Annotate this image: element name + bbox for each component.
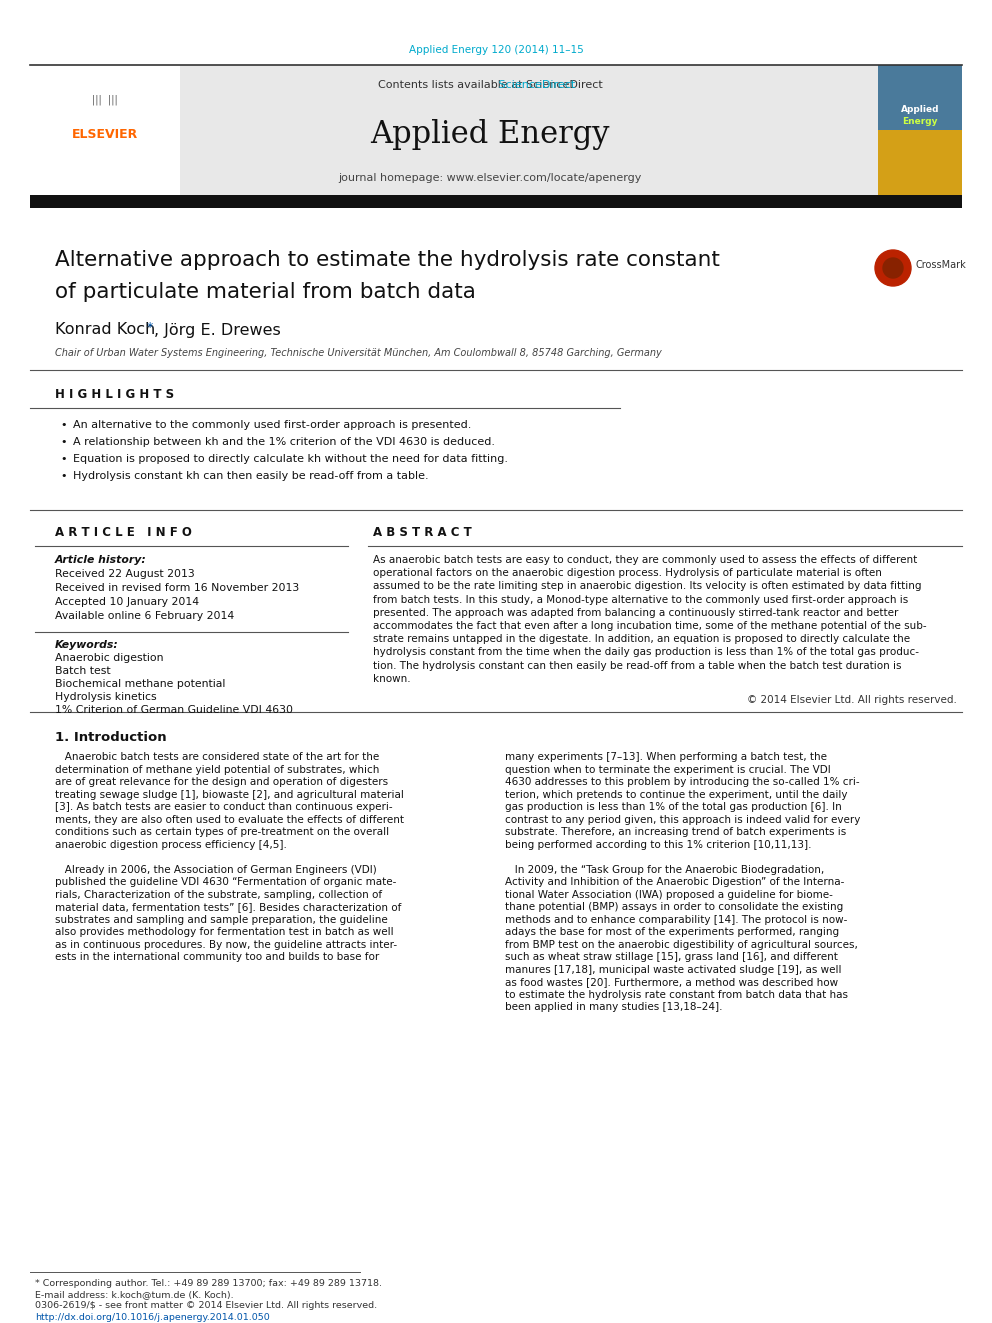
Text: presented. The approach was adapted from balancing a continuously stirred-tank r: presented. The approach was adapted from…: [373, 607, 899, 618]
Text: 1. Introduction: 1. Introduction: [55, 730, 167, 744]
Text: E-mail address: k.koch@tum.de (K. Koch).: E-mail address: k.koch@tum.de (K. Koch).: [35, 1290, 234, 1299]
Text: Anaerobic digestion: Anaerobic digestion: [55, 654, 164, 663]
Text: Energy: Energy: [903, 118, 937, 127]
Text: operational factors on the anaerobic digestion process. Hydrolysis of particulat: operational factors on the anaerobic dig…: [373, 568, 882, 578]
Bar: [30, 65, 962, 194]
Bar: [30, 65, 180, 194]
Text: Hydrolysis kinetics: Hydrolysis kinetics: [55, 692, 157, 703]
Text: Anaerobic batch tests are considered state of the art for the: Anaerobic batch tests are considered sta…: [55, 751, 379, 762]
Text: [3]. As batch tests are easier to conduct than continuous experi-: [3]. As batch tests are easier to conduc…: [55, 802, 393, 812]
Text: substrates and sampling and sample preparation, the guideline: substrates and sampling and sample prepa…: [55, 914, 388, 925]
Bar: [878, 130, 962, 194]
Text: been applied in many studies [13,18–24].: been applied in many studies [13,18–24].: [505, 1002, 722, 1012]
Text: Batch test: Batch test: [55, 665, 111, 676]
Text: Equation is proposed to directly calculate kh without the need for data fitting.: Equation is proposed to directly calcula…: [73, 454, 508, 464]
Text: ScienceDirect: ScienceDirect: [411, 79, 575, 90]
Text: rials, Characterization of the substrate, sampling, collection of: rials, Characterization of the substrate…: [55, 889, 382, 900]
Text: Alternative approach to estimate the hydrolysis rate constant: Alternative approach to estimate the hyd…: [55, 250, 720, 270]
Text: being performed according to this 1% criterion [10,11,13].: being performed according to this 1% cri…: [505, 840, 811, 849]
Text: journal homepage: www.elsevier.com/locate/apenergy: journal homepage: www.elsevier.com/locat…: [338, 173, 642, 183]
Text: •: •: [60, 419, 66, 430]
Text: As anaerobic batch tests are easy to conduct, they are commonly used to assess t: As anaerobic batch tests are easy to con…: [373, 556, 918, 565]
Bar: [878, 65, 962, 130]
Text: Keywords:: Keywords:: [55, 640, 119, 650]
Text: terion, which pretends to continue the experiment, until the daily: terion, which pretends to continue the e…: [505, 790, 847, 799]
Text: as in continuous procedures. By now, the guideline attracts inter-: as in continuous procedures. By now, the…: [55, 939, 397, 950]
Text: 4630 addresses to this problem by introducing the so-called 1% cri-: 4630 addresses to this problem by introd…: [505, 777, 860, 787]
Text: ests in the international community too and builds to base for: ests in the international community too …: [55, 953, 379, 962]
Text: H I G H L I G H T S: H I G H L I G H T S: [55, 389, 175, 401]
Circle shape: [883, 258, 903, 278]
Text: as food wastes [20]. Furthermore, a method was described how: as food wastes [20]. Furthermore, a meth…: [505, 976, 838, 987]
Circle shape: [875, 250, 911, 286]
Text: Hydrolysis constant kh can then easily be read-off from a table.: Hydrolysis constant kh can then easily b…: [73, 471, 429, 482]
Text: Applied Energy: Applied Energy: [370, 119, 610, 151]
Text: of particulate material from batch data: of particulate material from batch data: [55, 282, 476, 302]
Text: A relationship between kh and the 1% criterion of the VDI 4630 is deduced.: A relationship between kh and the 1% cri…: [73, 437, 495, 447]
Text: 1% Criterion of German Guideline VDI 4630: 1% Criterion of German Guideline VDI 463…: [55, 705, 293, 714]
Text: contrast to any period given, this approach is indeed valid for every: contrast to any period given, this appro…: [505, 815, 860, 824]
Text: Accepted 10 January 2014: Accepted 10 January 2014: [55, 597, 199, 607]
Text: * Corresponding author. Tel.: +49 89 289 13700; fax: +49 89 289 13718.: * Corresponding author. Tel.: +49 89 289…: [35, 1279, 382, 1289]
Text: Applied Energy 120 (2014) 11–15: Applied Energy 120 (2014) 11–15: [409, 45, 583, 56]
Text: determination of methane yield potential of substrates, which: determination of methane yield potential…: [55, 765, 379, 774]
Text: from BMP test on the anaerobic digestibility of agricultural sources,: from BMP test on the anaerobic digestibi…: [505, 939, 858, 950]
Text: conditions such as certain types of pre-treatment on the overall: conditions such as certain types of pre-…: [55, 827, 389, 837]
Text: Received 22 August 2013: Received 22 August 2013: [55, 569, 194, 579]
Text: strate remains untapped in the digestate. In addition, an equation is proposed t: strate remains untapped in the digestate…: [373, 634, 910, 644]
Text: ments, they are also often used to evaluate the effects of different: ments, they are also often used to evalu…: [55, 815, 404, 824]
Text: A R T I C L E   I N F O: A R T I C L E I N F O: [55, 527, 191, 540]
Text: Available online 6 February 2014: Available online 6 February 2014: [55, 611, 234, 620]
Text: hydrolysis constant from the time when the daily gas production is less than 1% : hydrolysis constant from the time when t…: [373, 647, 919, 658]
Text: methods and to enhance comparability [14]. The protocol is now-: methods and to enhance comparability [14…: [505, 914, 847, 925]
Text: © 2014 Elsevier Ltd. All rights reserved.: © 2014 Elsevier Ltd. All rights reserved…: [747, 695, 957, 705]
Text: Konrad Koch: Konrad Koch: [55, 323, 161, 337]
Text: gas production is less than 1% of the total gas production [6]. In: gas production is less than 1% of the to…: [505, 802, 842, 812]
Text: such as wheat straw stillage [15], grass land [16], and different: such as wheat straw stillage [15], grass…: [505, 953, 838, 962]
Text: Received in revised form 16 November 2013: Received in revised form 16 November 201…: [55, 583, 300, 593]
Text: assumed to be the rate limiting step in anaerobic digestion. Its velocity is oft: assumed to be the rate limiting step in …: [373, 581, 922, 591]
Text: known.: known.: [373, 673, 411, 684]
Text: Activity and Inhibition of the Anaerobic Digestion” of the Interna-: Activity and Inhibition of the Anaerobic…: [505, 877, 844, 886]
Text: •: •: [60, 471, 66, 482]
Text: Biochemical methane potential: Biochemical methane potential: [55, 679, 225, 689]
Text: accommodates the fact that even after a long incubation time, some of the methan: accommodates the fact that even after a …: [373, 620, 927, 631]
Text: Article history:: Article history:: [55, 556, 147, 565]
Text: tion. The hydrolysis constant can then easily be read-off from a table when the : tion. The hydrolysis constant can then e…: [373, 660, 902, 671]
Text: Applied: Applied: [901, 106, 939, 115]
Bar: [878, 65, 962, 194]
Text: tional Water Association (IWA) proposed a guideline for biome-: tional Water Association (IWA) proposed …: [505, 889, 833, 900]
Text: thane potential (BMP) assays in order to consolidate the existing: thane potential (BMP) assays in order to…: [505, 902, 843, 912]
Text: http://dx.doi.org/10.1016/j.apenergy.2014.01.050: http://dx.doi.org/10.1016/j.apenergy.201…: [35, 1312, 270, 1322]
Text: anaerobic digestion process efficiency [4,5].: anaerobic digestion process efficiency […: [55, 840, 287, 849]
Text: A B S T R A C T: A B S T R A C T: [373, 527, 472, 540]
Text: from batch tests. In this study, a Monod-type alternative to the commonly used f: from batch tests. In this study, a Monod…: [373, 594, 909, 605]
Text: 0306-2619/$ - see front matter © 2014 Elsevier Ltd. All rights reserved.: 0306-2619/$ - see front matter © 2014 El…: [35, 1302, 377, 1311]
Text: •: •: [60, 437, 66, 447]
Text: , Jörg E. Drewes: , Jörg E. Drewes: [154, 323, 281, 337]
Text: material data, fermentation tests” [6]. Besides characterization of: material data, fermentation tests” [6]. …: [55, 902, 402, 912]
Text: ELSEVIER: ELSEVIER: [71, 128, 138, 142]
Text: treating sewage sludge [1], biowaste [2], and agricultural material: treating sewage sludge [1], biowaste [2]…: [55, 790, 404, 799]
Text: •: •: [60, 454, 66, 464]
Text: In 2009, the “Task Group for the Anaerobic Biodegradation,: In 2009, the “Task Group for the Anaerob…: [505, 864, 824, 875]
Text: Chair of Urban Water Systems Engineering, Technische Universität München, Am Cou: Chair of Urban Water Systems Engineering…: [55, 348, 662, 359]
Text: Contents lists available at ScienceDirect: Contents lists available at ScienceDirec…: [378, 79, 602, 90]
Bar: [30, 194, 962, 208]
Text: manures [17,18], municipal waste activated sludge [19], as well: manures [17,18], municipal waste activat…: [505, 964, 841, 975]
Text: substrate. Therefore, an increasing trend of batch experiments is: substrate. Therefore, an increasing tren…: [505, 827, 846, 837]
Text: are of great relevance for the design and operation of digesters: are of great relevance for the design an…: [55, 777, 388, 787]
Text: also provides methodology for fermentation test in batch as well: also provides methodology for fermentati…: [55, 927, 394, 937]
Text: Already in 2006, the Association of German Engineers (VDI): Already in 2006, the Association of Germ…: [55, 864, 377, 875]
Text: An alternative to the commonly used first-order approach is presented.: An alternative to the commonly used firs…: [73, 419, 471, 430]
Text: to estimate the hydrolysis rate constant from batch data that has: to estimate the hydrolysis rate constant…: [505, 990, 848, 999]
Text: many experiments [7–13]. When performing a batch test, the: many experiments [7–13]. When performing…: [505, 751, 827, 762]
Text: question when to terminate the experiment is crucial. The VDI: question when to terminate the experimen…: [505, 765, 830, 774]
Text: published the guideline VDI 4630 “Fermentation of organic mate-: published the guideline VDI 4630 “Fermen…: [55, 877, 397, 886]
Text: CrossMark: CrossMark: [915, 261, 966, 270]
Text: *: *: [147, 321, 153, 335]
Text: |||  |||: ||| |||: [92, 95, 118, 106]
Text: adays the base for most of the experiments performed, ranging: adays the base for most of the experimen…: [505, 927, 839, 937]
